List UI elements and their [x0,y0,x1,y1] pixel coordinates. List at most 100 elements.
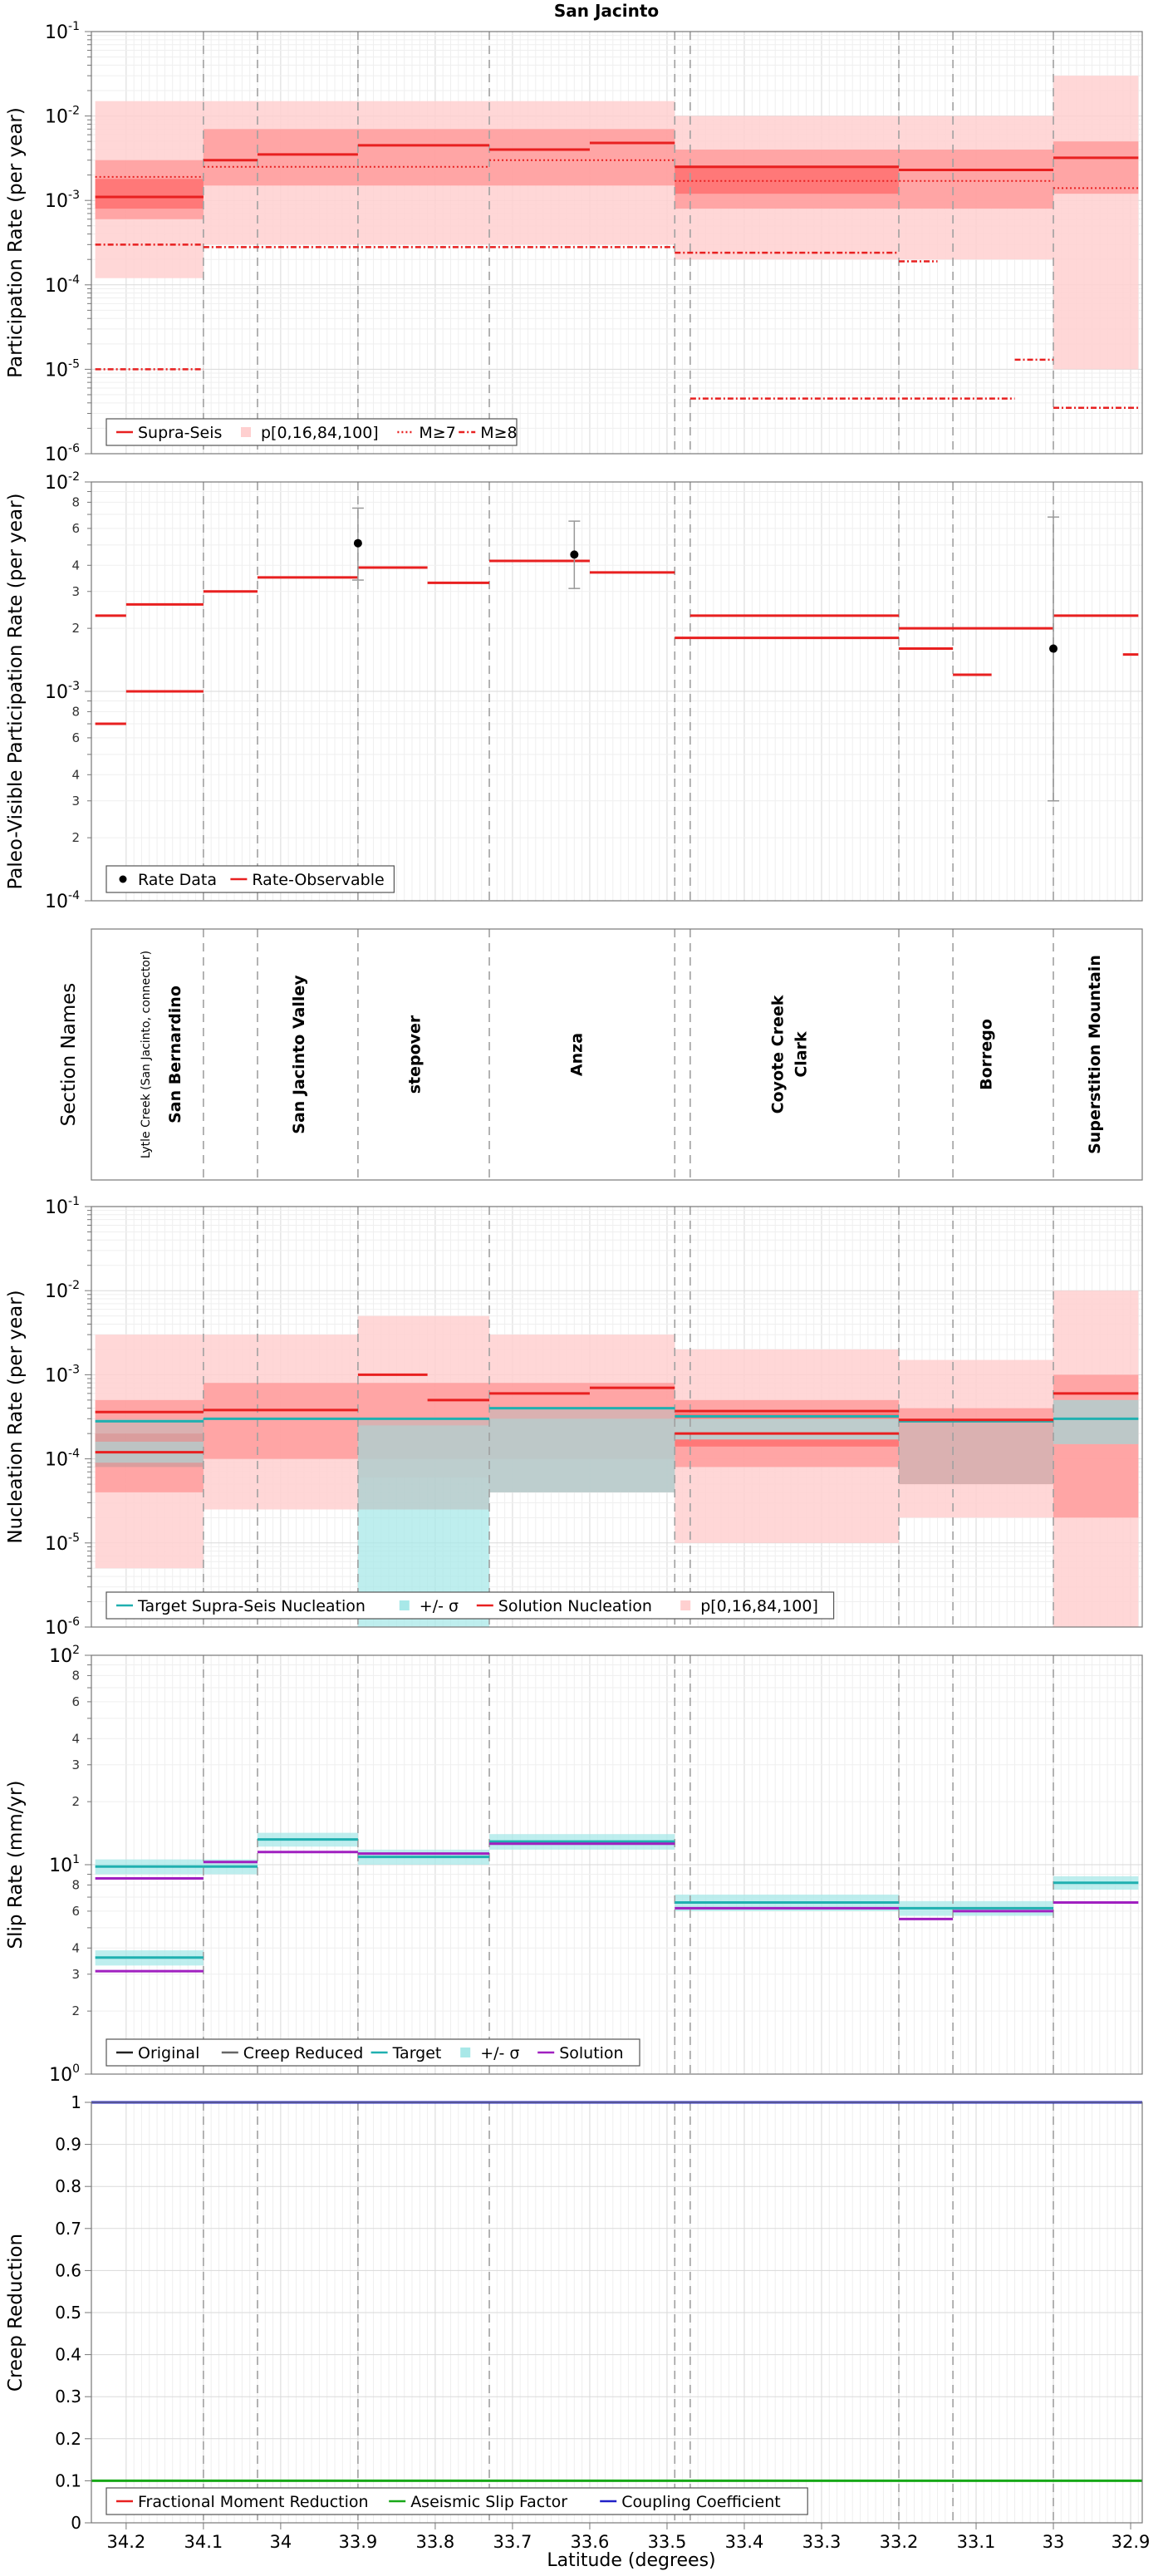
nucleation-tick-label: 10-2 [45,1279,80,1302]
section-name-label: San Bernardino [166,986,184,1123]
slip-legend: Original Creep Reduced Target +/- σ Solution [106,2038,640,2067]
slip-minor-tick-label: 6 [71,1694,80,1709]
nucleation-border [91,1206,1143,1628]
sections-y-axis-label: Section Names [58,983,80,1127]
slip-legend-label: Creep Reduced [243,2044,363,2062]
participation-tick-label: 10-1 [45,20,80,43]
section-name-label: Lytle Creek (San Jacinto, connector) [140,951,153,1158]
x-axis-tick-label: 34.1 [184,2532,223,2552]
x-axis-tick-label: 33.4 [725,2532,764,2552]
participation-legend: Supra-Seis p[0,16,84,100] M≥7 M≥8 [106,418,518,446]
participation-tick-label: 10-5 [45,357,80,381]
section-name-label: Clark [792,1031,810,1078]
nucleation-legend-label: p[0,16,84,100] [700,1597,818,1615]
sections-border [91,928,1143,1181]
paleo-legend: Rate Data Rate-Observable [106,865,395,893]
paleo-data-point [570,550,579,559]
paleo-data-point [353,538,362,548]
x-axis-tick-label: 33.8 [416,2532,455,2552]
paleo-minor-tick-label: 2 [71,830,80,845]
paleo-minor-tick-label: 3 [71,794,80,809]
paleo-tick-label: 10-2 [45,470,80,494]
slip-minor-tick-label: 8 [71,1668,80,1683]
paleo-legend-marker [119,875,127,883]
participation-percentile-band [95,179,204,209]
slip-legend-marker [460,2048,471,2057]
x-axis-tick-label: 33 [1043,2532,1065,2552]
creep-y-axis-label: Creep Reduction [5,2234,27,2392]
x-axis-tick-label: 34.2 [106,2532,145,2552]
creep-legend-label: Coupling Coefficient [621,2493,781,2511]
section-name-label: stepover [405,1015,424,1094]
slip-minor-tick-label: 6 [71,1904,80,1919]
paleo-legend-label: Rate Data [138,871,217,889]
creep-tick-label: 0.1 [55,2470,81,2490]
slip-minor-tick-label: 4 [71,1731,80,1746]
nucleation-sigma-band [675,1418,900,1440]
creep-tick-label: 0.7 [55,2219,81,2239]
creep-tick-label: 0 [71,2513,81,2533]
paleo-data-point [1049,644,1058,653]
x-axis-tick-label: 33.2 [880,2532,919,2552]
nucleation-legend-label: Solution Nucleation [498,1597,652,1615]
paleo-minor-tick-label: 4 [71,767,80,782]
paleo-minor-tick-label: 8 [71,704,80,719]
creep-tick-label: 0.2 [55,2429,81,2449]
x-axis-tick-label: 33.9 [339,2532,378,2552]
creep-tick-label: 1 [71,2092,81,2112]
creep-border [91,2102,1143,2524]
slip-minor-tick-label: 8 [71,1877,80,1892]
creep-tick-label: 0.8 [55,2176,81,2196]
nucleation-overlap-band [357,1418,490,1510]
nucleation-percentile-band [1053,1374,1139,1518]
x-axis-tick-label: 33.3 [802,2532,842,2552]
nucleation-overlap-band [489,1408,675,1492]
nucleation-tick-label: 10-6 [45,1615,80,1639]
slip-tick-label: 101 [49,1853,80,1876]
section-name-label: Anza [568,1033,586,1076]
paleo-minor-tick-label: 6 [71,521,80,536]
creep-legend-label: Fractional Moment Reduction [138,2493,369,2511]
section-name-label: Borrego [978,1019,996,1090]
nucleation-legend-label: +/- σ [420,1597,459,1615]
nucleation-tick-label: 10-4 [45,1448,80,1471]
creep-tick-label: 0.4 [55,2345,81,2365]
paleo-minor-tick-label: 4 [71,558,80,573]
participation-tick-label: 10-6 [45,442,80,465]
paleo-tick-label: 10-4 [45,889,80,912]
slip-legend-label: Target [392,2044,442,2062]
paleo-tick-label: 10-3 [45,680,80,703]
figure-title: San Jacinto [554,1,659,21]
paleo-legend-label: Rate-Observable [252,871,384,889]
x-axis-tick-label: 33.1 [957,2532,996,2552]
x-axis-tick-label: 33.6 [571,2532,610,2552]
nucleation-legend: Target Supra-Seis Nucleation +/- σ Solutio… [106,1591,835,1620]
slip-legend-label: Original [138,2044,199,2062]
paleo-border [91,481,1143,902]
nucleation-legend-marker [399,1600,410,1610]
creep-legend-label: Aseismic Slip Factor [410,2493,567,2511]
nucleation-legend-label: Target Supra-Seis Nucleation [137,1597,366,1615]
creep-tick-label: 0.3 [55,2387,81,2406]
participation-legend-marker [241,427,251,437]
participation-legend-label: Supra-Seis [138,424,222,442]
participation-y-axis-label: Participation Rate (per year) [5,107,27,378]
nucleation-legend-marker [680,1600,691,1610]
x-axis-tick-label: 32.9 [1111,2532,1151,2552]
slip-tick-label: 102 [49,1644,80,1667]
participation-legend-label: M≥7 [419,424,455,442]
slip-y-axis-label: Slip Rate (mm/yr) [5,1781,27,1949]
nucleation-tick-label: 10-3 [45,1363,80,1386]
participation-percentile-band [675,166,900,194]
section-name-label: Superstition Mountain [1086,955,1104,1154]
section-name-label: Coyote Creek [768,995,787,1113]
nucleation-overlap-band [95,1418,204,1467]
slip-border [91,1654,1143,2075]
slip-minor-tick-label: 4 [71,1940,80,1955]
x-axis-tick-label: 34 [270,2532,292,2552]
participation-percentile-band [203,129,675,186]
x-axis-tick-label: 33.5 [648,2532,687,2552]
section-name-label: San Jacinto Valley [290,975,308,1134]
participation-legend-label: M≥8 [480,424,517,442]
